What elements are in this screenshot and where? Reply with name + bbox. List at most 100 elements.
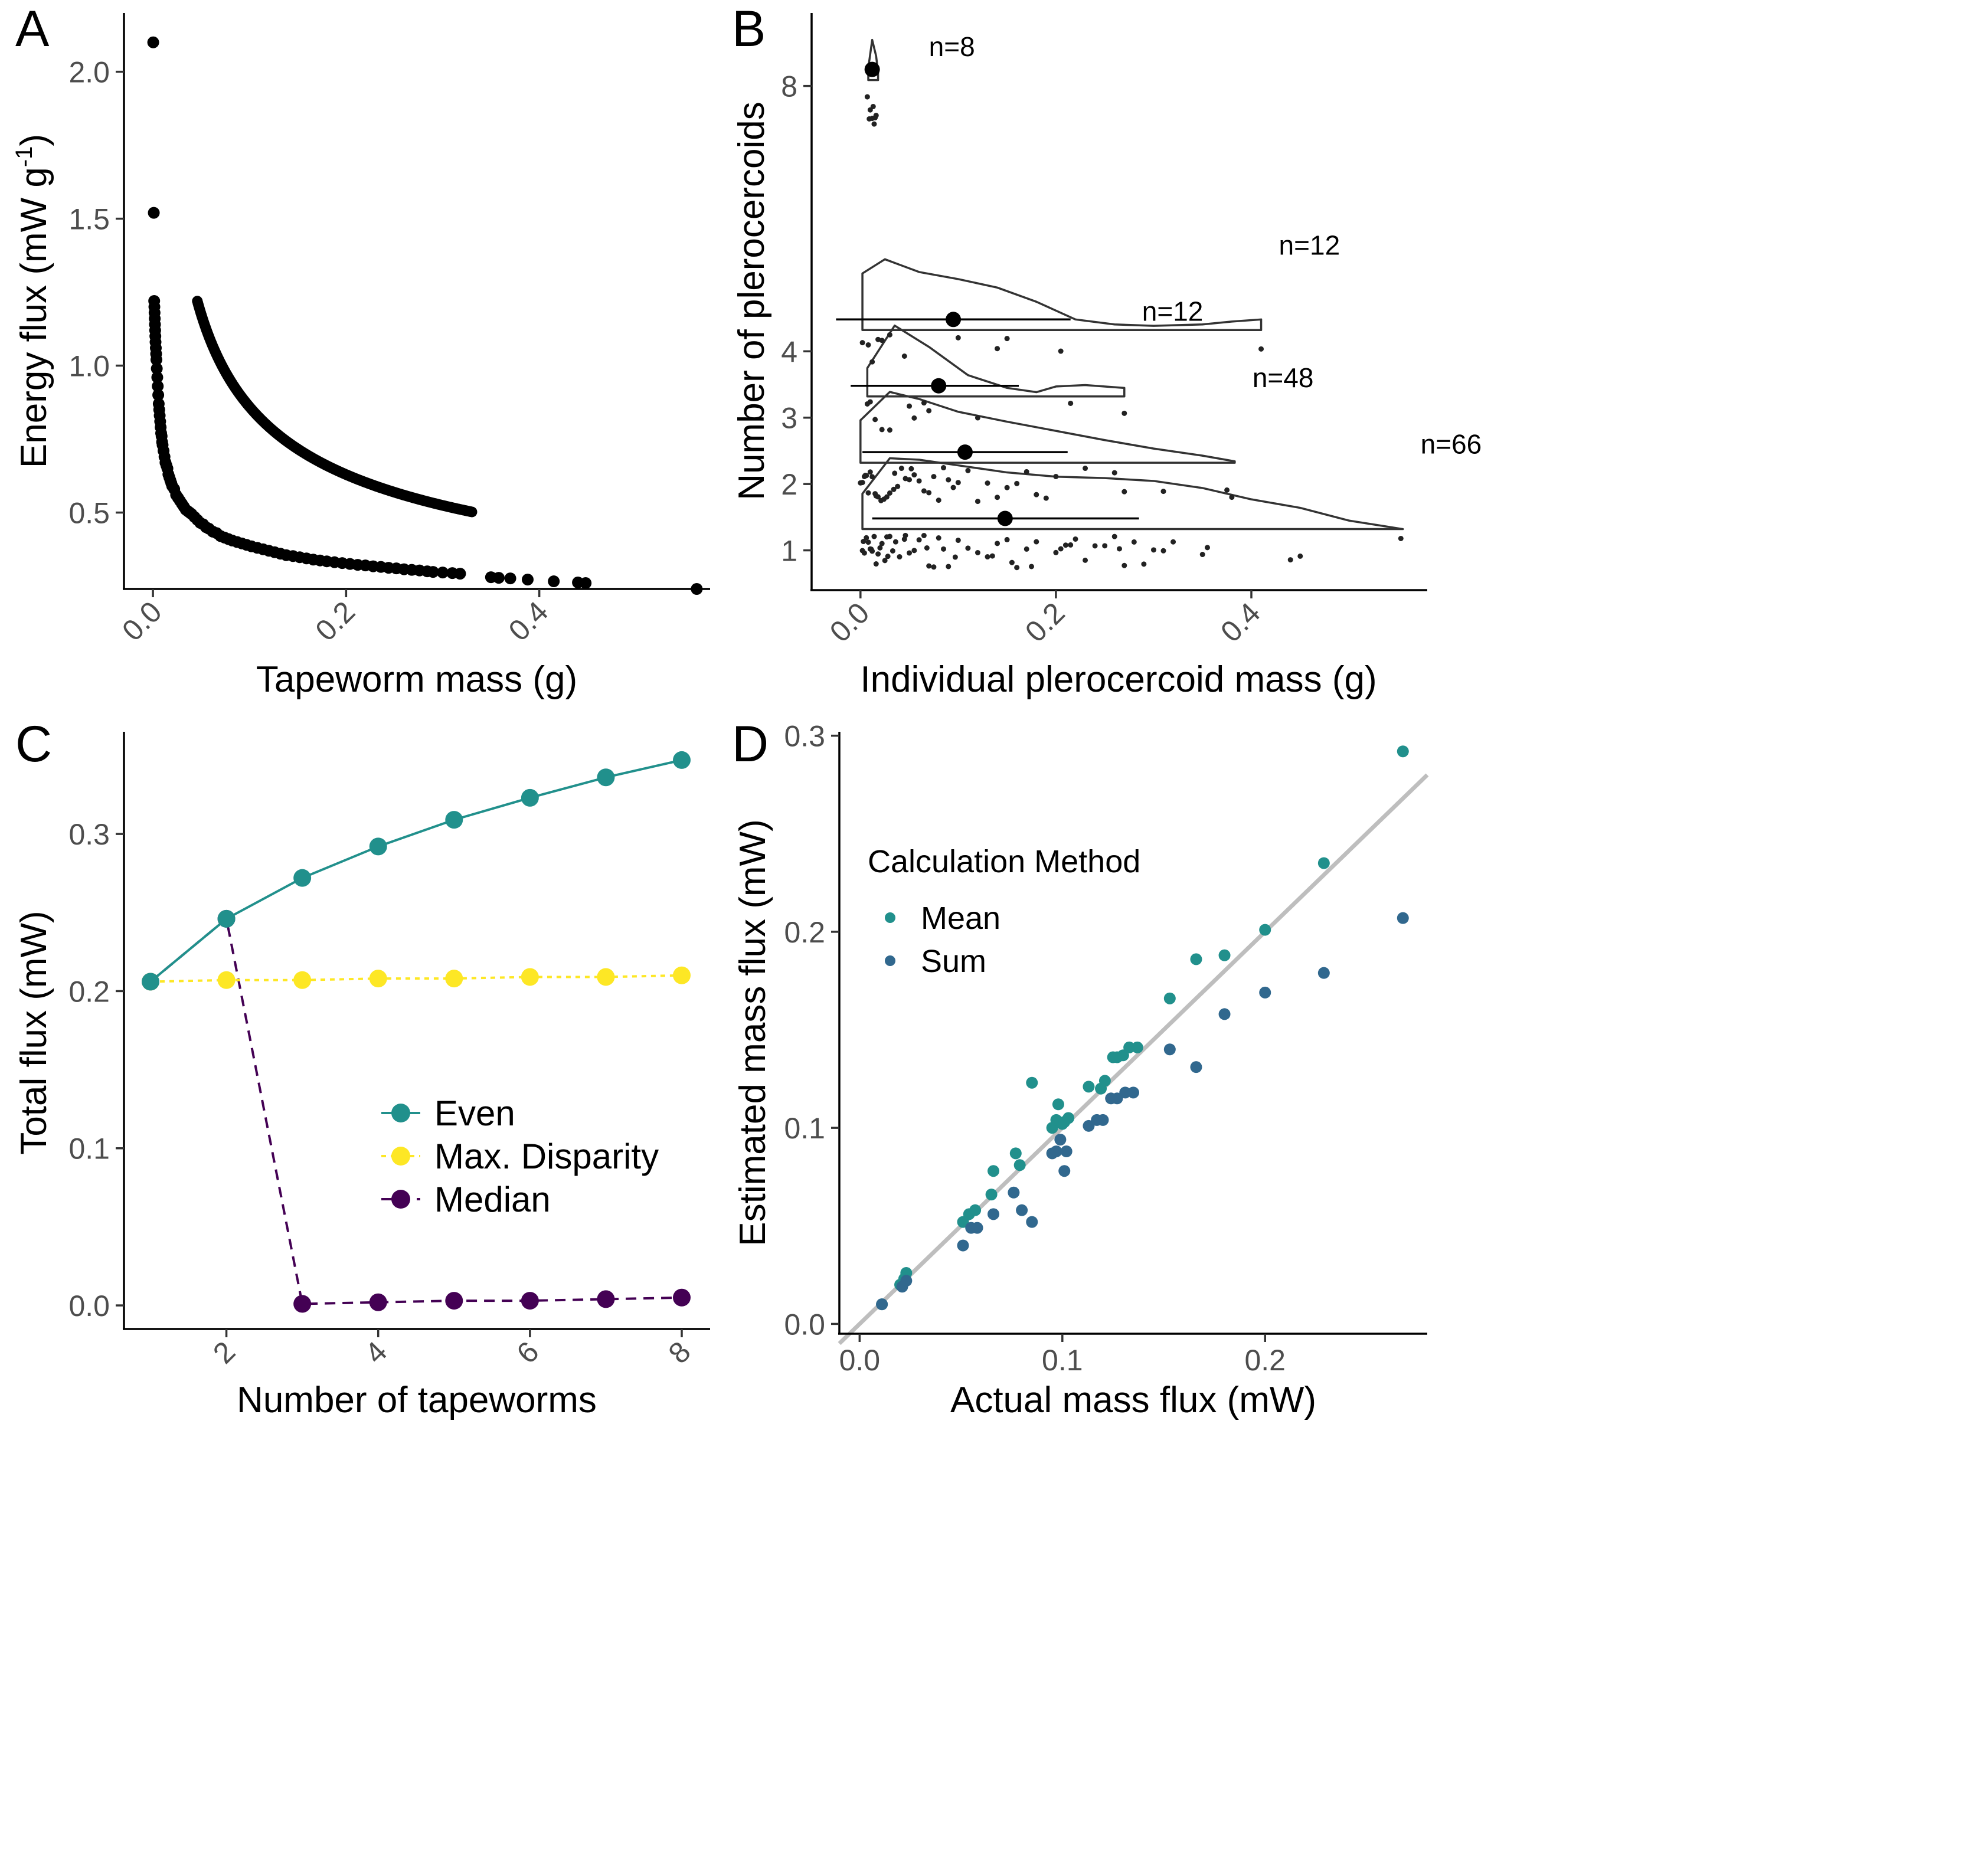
panel-a-point [147, 36, 159, 48]
panel-c-point-max_disparity [673, 966, 691, 984]
panel-c-line-median [149, 916, 682, 1305]
panel-b-raw-point [895, 483, 901, 489]
panel-c-y-tick-label: 0.0 [68, 1289, 110, 1323]
panel-b-y-title: Number of plerocercoids [731, 102, 772, 500]
panel-a-y-tick-label: 1.0 [68, 350, 110, 383]
panel-b-raw-point [892, 470, 898, 476]
panel-b-raw-point [861, 539, 867, 545]
panel-b-raw-point [995, 346, 1000, 352]
panel-b-raw-point [1092, 543, 1098, 549]
panel-b-raw-point [868, 546, 874, 552]
panel-b-raw-point [1205, 545, 1210, 551]
panel-b-raw-point [890, 548, 895, 554]
panel-b-density [859, 391, 1236, 464]
panel-d-point-mean [1190, 953, 1202, 965]
panel-b-raw-point [1053, 549, 1059, 555]
panel-a-y-tick-label: 1.5 [68, 203, 110, 236]
panel-b-raw-point [955, 335, 961, 341]
panel-b-raw-point [861, 550, 867, 556]
panel-a-x-title: Tapeworm mass (g) [256, 659, 577, 700]
panel-d-letter: D [732, 716, 769, 772]
panel-b-raw-point [1398, 535, 1404, 541]
panel-b-raw-point [911, 548, 917, 554]
panel-b-raw-point [1111, 470, 1117, 476]
panel-d-point-sum [1218, 1008, 1231, 1020]
panel-b-raw-point [921, 532, 927, 538]
panel-b-raw-point [1102, 543, 1108, 549]
panel-a-y-title-end: ) [14, 134, 54, 146]
panel-b-raw-point [1297, 553, 1303, 559]
panel-d-point-sum [1397, 912, 1409, 924]
panel-b-raw-point [1024, 469, 1029, 474]
panel-c-y-tick-label: 0.1 [68, 1132, 110, 1166]
panel-a-point [437, 567, 449, 579]
panel-b-raw-point [1131, 539, 1137, 545]
panel-d-point-mean [1098, 1075, 1111, 1087]
panel-c-points [142, 751, 691, 1313]
panel-b-raw-point [873, 561, 879, 567]
panel-b-raw-point [908, 466, 914, 472]
panel-c-legend-label: Max. Disparity [434, 1137, 659, 1176]
panel-b-raw-point [897, 554, 903, 560]
panel-d-point-sum [1026, 1216, 1038, 1228]
panel-b-raw-point [1004, 336, 1010, 342]
panel-b-raw-point [952, 554, 958, 560]
panel-b-y-ticks: 1 2 3 4 8 [781, 70, 812, 568]
panel-c-y-ticks: 0.0 0.1 0.2 0.3 [68, 818, 124, 1323]
panel-b-raw-point [1009, 559, 1015, 565]
panel-b-n-label: n=48 [1253, 362, 1314, 393]
panel-d-point-sum [1259, 986, 1271, 999]
panel-c-lines [149, 758, 682, 1305]
panel-b-raw-point [882, 558, 888, 564]
panel-b-raw-point [873, 493, 879, 499]
panel-b-mean-point [931, 378, 947, 394]
panel-b-raw-point [867, 469, 873, 475]
panel-d-point-sum [1127, 1086, 1139, 1099]
panel-b-raw-point [869, 359, 875, 365]
panel-b-raw-point [1068, 400, 1074, 406]
panel-b-raw-point [1199, 552, 1205, 558]
panel-a-y-tick-label: 2.0 [68, 56, 110, 89]
panel-c-letter: C [15, 716, 52, 772]
panel-c-point-median [673, 1288, 691, 1307]
panel-d-point-sum [1097, 1114, 1109, 1126]
panel-c-y-tick-label: 0.3 [68, 818, 110, 851]
panel-d-point-mean [1163, 992, 1176, 1004]
panel-d-point-mean [988, 1165, 1000, 1177]
panel-b-raw-point [892, 539, 898, 545]
panel-b-raw-point [1024, 546, 1029, 552]
panel-a-point [427, 566, 439, 578]
panel-b-raw-point [1229, 495, 1235, 500]
panel-b-raw-point [877, 545, 883, 551]
panel-b-density [861, 258, 1263, 332]
panel-a-point [466, 506, 478, 518]
panel-b-n-label: n=66 [1421, 429, 1482, 460]
panel-d-legend-label: Mean [921, 901, 1000, 936]
panel-b-raw-point [941, 546, 946, 552]
panel-a-y-ticks: 0.5 1.0 1.5 2.0 [68, 56, 124, 530]
panel-c-point-max_disparity [217, 971, 236, 989]
panel-b-raw-point [865, 490, 871, 496]
panel-c-y-tick-label: 0.2 [68, 975, 110, 1008]
panel-b-y-tick-label: 8 [781, 70, 797, 103]
panel-b-raw-point [911, 415, 917, 421]
panel-b-raw-point [907, 550, 913, 556]
panel-d-x-tick-label: 0.2 [1244, 1344, 1286, 1377]
panel-a-y-title-main: Energy flux (mW g [14, 167, 54, 468]
panel-a: A 0.0 0.2 0.4 0.51.01.52.0 Tapeworm mass (… [11, 1, 710, 700]
panel-d-legend: Calculation Method Mean Sum [868, 844, 1140, 979]
panel-b-raw-point [1111, 533, 1117, 539]
panel-d-legend-title: Calculation Method [868, 844, 1140, 879]
panel-d-x-tick-label: 0.1 [1042, 1344, 1083, 1377]
panel-b-groups: n=66 n=48 n=12 n=12 n=8 [836, 31, 1482, 571]
panel-d-point-mean [1123, 1041, 1136, 1053]
panel-b-n-label: n=8 [929, 31, 975, 62]
panel-c-point-max_disparity [293, 971, 312, 989]
panel-c-point-median [445, 1292, 463, 1310]
panel-c-x-title: Number of tapeworms [237, 1380, 597, 1420]
panel-b-raw-point [1029, 564, 1034, 569]
panel-b-raw-point [1287, 557, 1293, 563]
panel-b-raw-point [869, 474, 875, 480]
